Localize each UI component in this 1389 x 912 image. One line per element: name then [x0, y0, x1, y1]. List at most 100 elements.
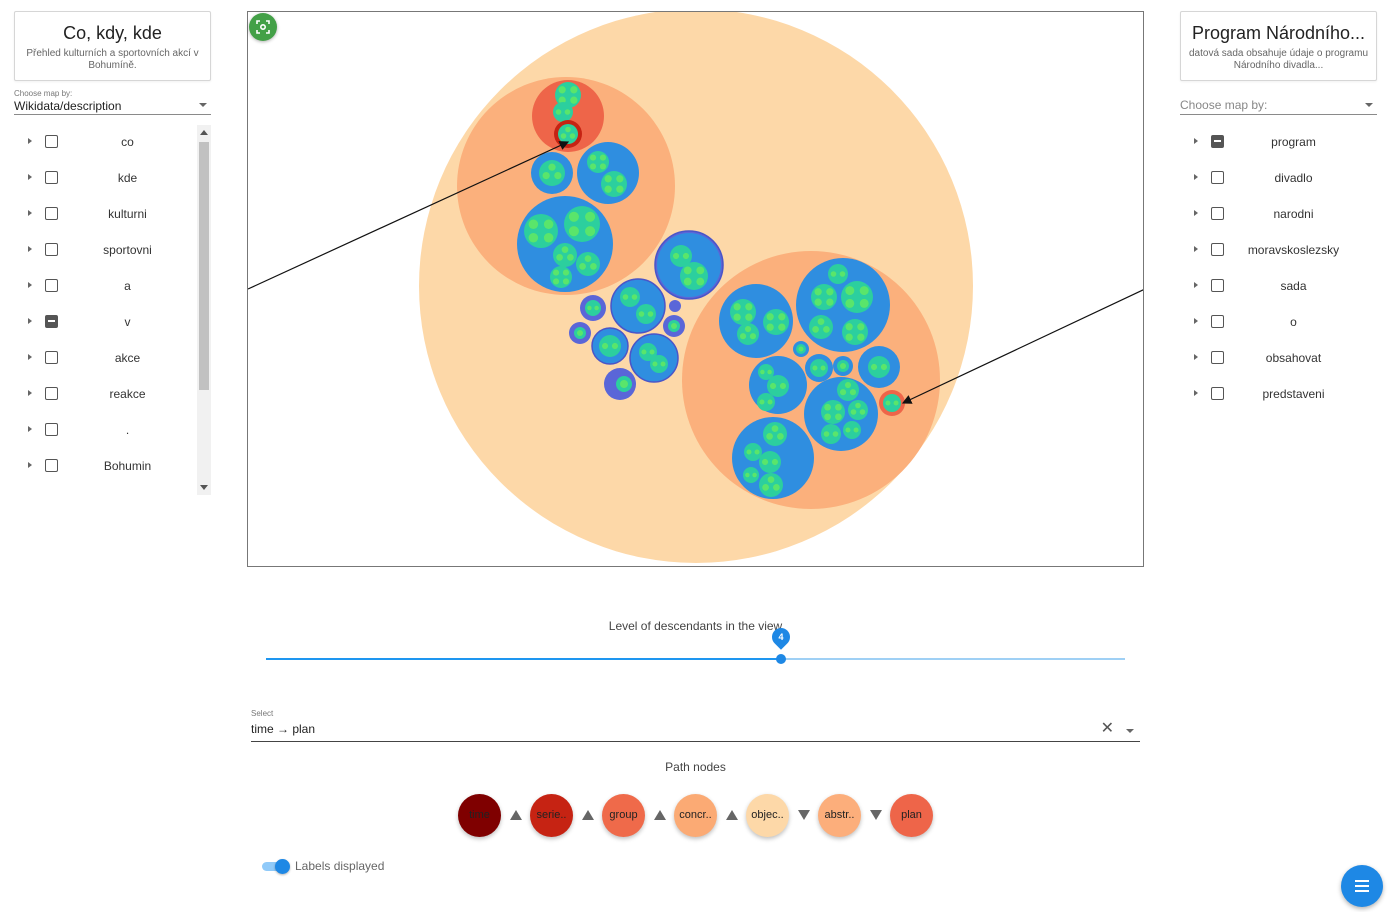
- leaf-dot[interactable]: [552, 278, 560, 285]
- right-map-select[interactable]: Choose map by:: [1180, 89, 1377, 115]
- leaf-dot[interactable]: [746, 449, 752, 455]
- path-node[interactable]: time: [458, 793, 501, 837]
- leaf-group[interactable]: [744, 443, 762, 461]
- leaf-dot[interactable]: [754, 449, 760, 455]
- leaf-dot[interactable]: [771, 425, 779, 432]
- tree-item-checkbox[interactable]: [1211, 207, 1224, 220]
- tree-item-checkbox[interactable]: [1211, 315, 1224, 328]
- leaf-dot[interactable]: [845, 427, 851, 433]
- expand-arrow-icon[interactable]: [28, 462, 32, 468]
- leaf-dot[interactable]: [584, 255, 592, 262]
- expand-arrow-icon[interactable]: [1194, 210, 1198, 216]
- leaf-dot[interactable]: [543, 219, 554, 229]
- leaf-dot[interactable]: [589, 154, 597, 161]
- leaf-dot[interactable]: [880, 363, 888, 371]
- leaf-dot[interactable]: [683, 277, 692, 286]
- leaf-dot[interactable]: [835, 403, 842, 411]
- leaf-group[interactable]: [759, 451, 781, 473]
- leaf-dot[interactable]: [562, 269, 570, 276]
- tree-item-right[interactable]: narodni: [1180, 197, 1377, 233]
- leaf-dot[interactable]: [696, 277, 705, 286]
- leaf-dot[interactable]: [739, 333, 747, 340]
- menu-fab-button[interactable]: [1341, 865, 1383, 907]
- cluster-circle[interactable]: [610, 278, 666, 334]
- expand-arrow-icon[interactable]: [28, 390, 32, 396]
- expand-arrow-icon[interactable]: [28, 174, 32, 180]
- leaf-dot[interactable]: [761, 458, 769, 466]
- leaf-dot[interactable]: [696, 266, 705, 275]
- leaf-group[interactable]: [821, 400, 845, 424]
- expand-arrow-icon[interactable]: [1194, 282, 1198, 288]
- leaf-dot[interactable]: [570, 86, 578, 94]
- toggle-knob[interactable]: [275, 859, 290, 874]
- expand-arrow-icon[interactable]: [1194, 174, 1198, 180]
- chevron-down-icon[interactable]: [1126, 729, 1134, 733]
- leaf-dot[interactable]: [733, 303, 741, 311]
- expand-arrow-icon[interactable]: [28, 354, 32, 360]
- expand-arrow-icon[interactable]: [1194, 138, 1198, 144]
- expand-arrow-icon[interactable]: [28, 210, 32, 216]
- leaf-dot[interactable]: [849, 389, 857, 396]
- leaf-group[interactable]: [841, 281, 873, 313]
- leaf-dot[interactable]: [599, 163, 607, 170]
- leaf-dot[interactable]: [660, 361, 666, 367]
- descendants-slider[interactable]: 4: [266, 624, 1125, 666]
- leaf-dot[interactable]: [823, 431, 830, 437]
- leaf-dot[interactable]: [604, 175, 612, 183]
- leaf-node-inner[interactable]: [577, 330, 583, 336]
- leaf-group[interactable]: [810, 359, 828, 377]
- leaf-dot[interactable]: [562, 278, 570, 285]
- leaf-dot[interactable]: [839, 271, 846, 277]
- leaf-dot[interactable]: [857, 333, 865, 341]
- tree-item-left[interactable]: a: [14, 269, 211, 305]
- leaf-dot[interactable]: [528, 233, 539, 243]
- leaf-dot[interactable]: [767, 369, 772, 375]
- leaf-group[interactable]: [576, 252, 600, 276]
- leaf-dot[interactable]: [555, 109, 562, 115]
- leaf-dot[interactable]: [682, 252, 690, 260]
- tree-item-checkbox[interactable]: [45, 423, 58, 436]
- leaf-group[interactable]: [757, 393, 775, 411]
- leaf-dot[interactable]: [579, 263, 586, 270]
- tree-item-right[interactable]: program: [1180, 125, 1377, 161]
- leaf-dot[interactable]: [845, 286, 855, 296]
- path-node[interactable]: group: [602, 793, 645, 837]
- tree-item-checkbox[interactable]: [45, 243, 58, 256]
- leaf-dot[interactable]: [622, 294, 629, 300]
- expand-arrow-icon[interactable]: [1194, 390, 1198, 396]
- leaf-dot[interactable]: [589, 163, 597, 170]
- path-node[interactable]: plan: [890, 793, 933, 837]
- leaf-dot[interactable]: [778, 313, 786, 321]
- left-tree-scrollbar[interactable]: [197, 125, 211, 495]
- path-node[interactable]: abstr..: [818, 793, 861, 837]
- leaf-dot[interactable]: [745, 472, 750, 478]
- leaf-dot[interactable]: [749, 333, 757, 340]
- leaf-group[interactable]: [809, 315, 833, 339]
- leaf-group[interactable]: [639, 343, 657, 361]
- leaf-dot[interactable]: [672, 252, 680, 260]
- leaf-dot[interactable]: [556, 254, 563, 261]
- tree-item-left[interactable]: kde: [14, 161, 211, 197]
- path-node[interactable]: serie..: [530, 793, 573, 837]
- tree-item-left[interactable]: .: [14, 413, 211, 449]
- expand-arrow-icon[interactable]: [1194, 246, 1198, 252]
- leaf-dot[interactable]: [567, 254, 574, 261]
- cluster-circle[interactable]: [669, 300, 681, 312]
- leaf-group[interactable]: [620, 287, 640, 307]
- leaf-dot[interactable]: [652, 361, 658, 367]
- tree-item-checkbox[interactable]: [45, 387, 58, 400]
- leaf-group[interactable]: [670, 245, 692, 267]
- leaf-dot[interactable]: [548, 163, 556, 171]
- leaf-dot[interactable]: [817, 318, 825, 325]
- leaf-group[interactable]: [811, 284, 837, 310]
- leaf-group[interactable]: [564, 206, 600, 242]
- leaf-group[interactable]: [759, 473, 783, 497]
- leaf-dot[interactable]: [558, 86, 566, 94]
- leaf-dot[interactable]: [766, 313, 774, 321]
- right-dataset-card[interactable]: Program Národního... datová sada obsahuj…: [1180, 11, 1377, 81]
- leaf-dot[interactable]: [558, 96, 566, 104]
- leaf-dot[interactable]: [778, 323, 786, 331]
- leaf-dot[interactable]: [745, 313, 753, 321]
- leaf-dot[interactable]: [569, 133, 576, 139]
- leaf-dot[interactable]: [542, 171, 550, 180]
